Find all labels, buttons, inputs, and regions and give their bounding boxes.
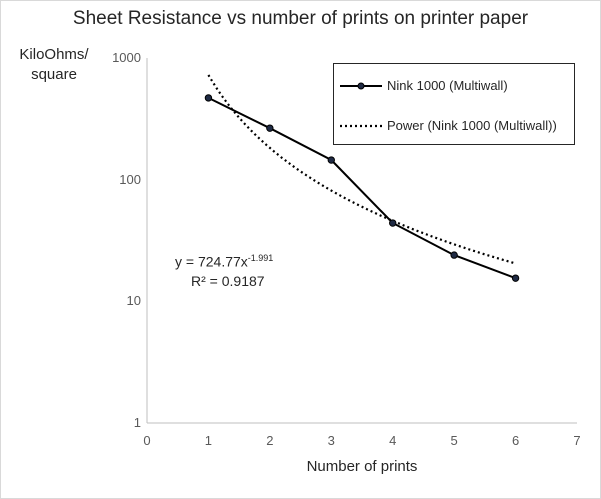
legend-label-series: Nink 1000 (Multiwall) <box>387 78 508 93</box>
legend-label-trendline: Power (Nink 1000 (Multiwall)) <box>387 118 557 133</box>
r-squared: R² = 0.9187 <box>191 272 265 289</box>
data-point <box>450 251 458 259</box>
equation-line: y = 724.77x-1.991 <box>175 249 273 272</box>
y-axis-label: KiloOhms/ square <box>19 46 89 83</box>
equation-text: y = 724.77x <box>175 253 248 270</box>
y-tick-label: 100 <box>119 171 141 187</box>
data-point <box>389 219 397 227</box>
legend: Nink 1000 (Multiwall) Power (Nink 1000 (… <box>333 63 575 145</box>
legend-item-trendline: Power (Nink 1000 (Multiwall)) <box>334 116 574 136</box>
trendline-power <box>207 74 516 265</box>
x-axis-label: Number of prints <box>306 458 418 475</box>
y-tick-label: 10 <box>126 293 141 309</box>
x-tick-label: 6 <box>511 433 520 448</box>
trendline-equation: y = 724.77x-1.991 R² = 0.9187 <box>175 249 273 291</box>
data-point <box>327 156 335 164</box>
legend-item-series: Nink 1000 (Multiwall) <box>334 76 574 96</box>
series-line <box>207 97 516 280</box>
data-point <box>511 274 520 282</box>
chart-title: Sheet Resistance vs number of prints on … <box>72 8 529 29</box>
x-tick-label: 5 <box>450 433 458 448</box>
x-tick-label: 0 <box>143 433 151 448</box>
data-point <box>204 94 213 102</box>
x-tick-label: 4 <box>389 433 397 448</box>
x-tick-label: 7 <box>573 433 581 448</box>
data-point <box>266 124 274 132</box>
equation-exponent: -1.991 <box>247 253 274 263</box>
legend-solid-marker-icon <box>340 82 382 90</box>
x-tick-label: 3 <box>327 433 335 448</box>
x-tick-label: 2 <box>266 433 274 448</box>
y-tick-label: 1000 <box>112 50 141 65</box>
y-tick-label: 1 <box>133 415 141 430</box>
x-tick-label: 1 <box>204 433 213 448</box>
legend-dotted-line-icon <box>340 124 382 128</box>
